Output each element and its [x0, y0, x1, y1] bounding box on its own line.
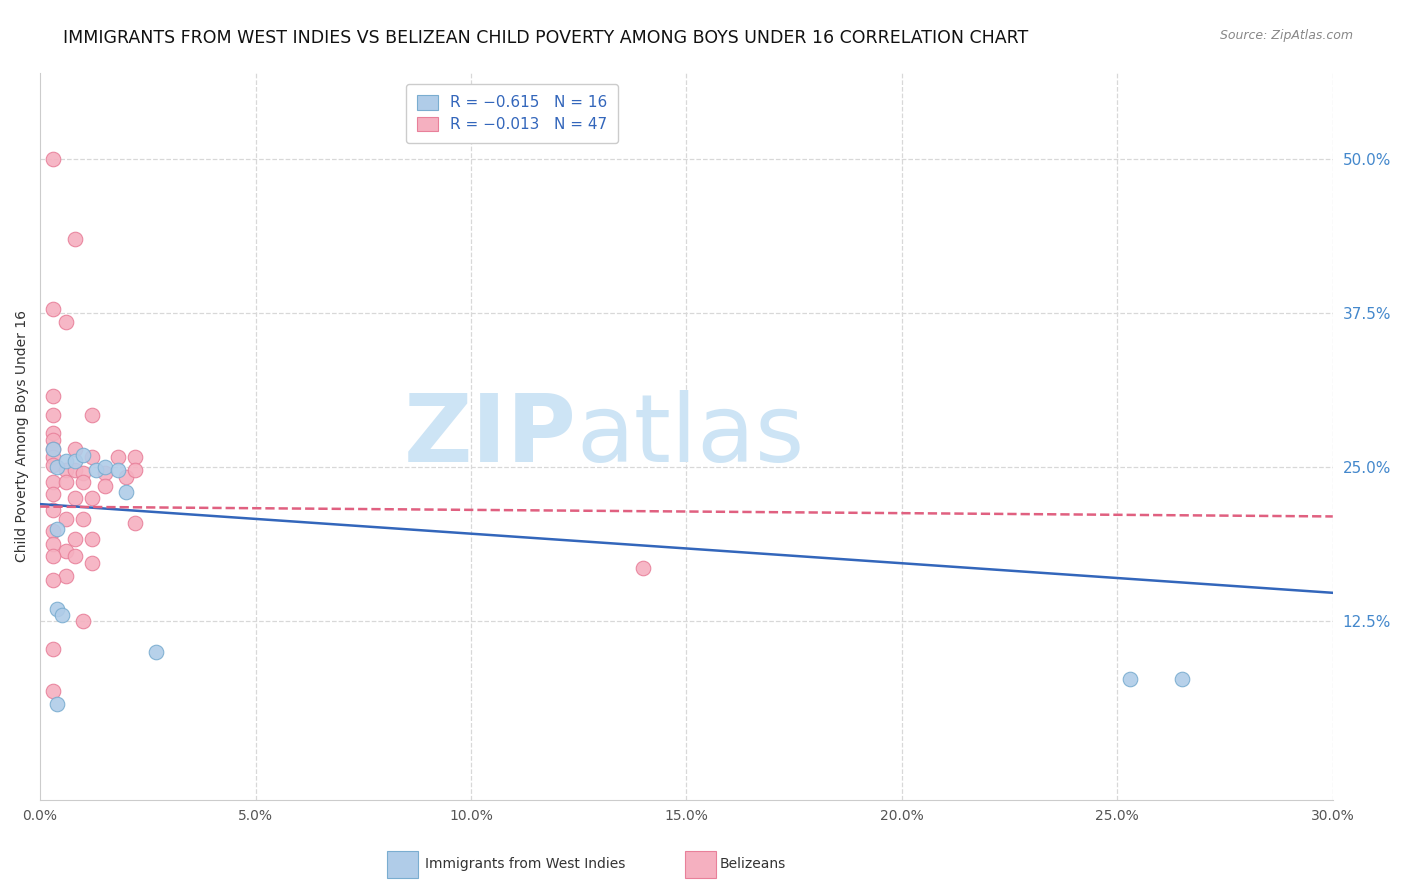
Text: Immigrants from West Indies: Immigrants from West Indies — [425, 857, 626, 871]
Point — [124, 462, 146, 476]
Point — [93, 467, 115, 481]
Point — [42, 389, 65, 403]
Point — [1119, 672, 1142, 686]
Point — [42, 524, 65, 539]
Point — [63, 442, 86, 456]
Point — [55, 462, 77, 476]
Point — [145, 645, 167, 659]
Text: atlas: atlas — [576, 391, 804, 483]
Y-axis label: Child Poverty Among Boys Under 16: Child Poverty Among Boys Under 16 — [15, 310, 30, 562]
Point — [115, 470, 138, 484]
Point — [42, 503, 65, 517]
Point — [72, 467, 94, 481]
Point — [46, 697, 69, 711]
Point — [51, 607, 73, 622]
Point — [42, 475, 65, 489]
Point — [1171, 672, 1194, 686]
Point — [124, 450, 146, 465]
Point — [72, 475, 94, 489]
Point — [55, 454, 77, 468]
Point — [80, 450, 103, 465]
Point — [63, 532, 86, 546]
Point — [63, 232, 86, 246]
Point — [55, 544, 77, 558]
Point — [115, 484, 138, 499]
Point — [42, 442, 65, 456]
Point — [42, 409, 65, 423]
Point — [42, 684, 65, 698]
Point — [80, 409, 103, 423]
Point — [42, 574, 65, 588]
Point — [42, 487, 65, 501]
Point — [633, 561, 655, 575]
Point — [55, 512, 77, 526]
Point — [42, 642, 65, 657]
Point — [42, 152, 65, 166]
Point — [72, 448, 94, 462]
Point — [46, 522, 69, 536]
Point — [63, 454, 86, 468]
Point — [84, 462, 107, 476]
Point — [42, 536, 65, 550]
Point — [42, 549, 65, 563]
Text: IMMIGRANTS FROM WEST INDIES VS BELIZEAN CHILD POVERTY AMONG BOYS UNDER 16 CORREL: IMMIGRANTS FROM WEST INDIES VS BELIZEAN … — [63, 29, 1029, 46]
Point — [63, 462, 86, 476]
Point — [42, 302, 65, 317]
Point — [72, 512, 94, 526]
Text: ZIP: ZIP — [404, 391, 576, 483]
Point — [46, 460, 69, 475]
Point — [93, 460, 115, 475]
Point — [80, 556, 103, 570]
Point — [42, 433, 65, 447]
Point — [93, 478, 115, 492]
Point — [72, 614, 94, 628]
Legend: R = −0.615   N = 16, R = −0.013   N = 47: R = −0.615 N = 16, R = −0.013 N = 47 — [406, 84, 619, 143]
Point — [80, 532, 103, 546]
Point — [124, 516, 146, 530]
Point — [42, 450, 65, 465]
Point — [55, 475, 77, 489]
Text: Belizeans: Belizeans — [720, 857, 786, 871]
Point — [63, 549, 86, 563]
Point — [55, 315, 77, 329]
Point — [107, 450, 129, 465]
Text: Source: ZipAtlas.com: Source: ZipAtlas.com — [1219, 29, 1353, 42]
Point — [42, 425, 65, 440]
Point — [42, 458, 65, 472]
Point — [63, 491, 86, 505]
Point — [107, 462, 129, 476]
Point — [80, 491, 103, 505]
Point — [55, 568, 77, 582]
Point — [42, 442, 65, 456]
Point — [46, 602, 69, 616]
